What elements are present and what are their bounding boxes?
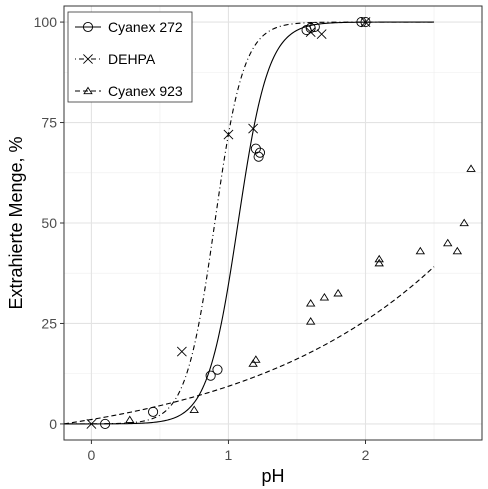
point-cyanex-923 bbox=[189, 405, 199, 413]
point-cyanex-923 bbox=[251, 355, 261, 363]
fit-curve-cyanex-923 bbox=[63, 266, 435, 425]
point-dehpa bbox=[305, 27, 316, 38]
point-cyanex-272 bbox=[309, 21, 320, 32]
point-cyanex-923 bbox=[459, 218, 469, 227]
point-cyanex-923 bbox=[319, 292, 330, 301]
point-cyanex-923 bbox=[466, 164, 476, 172]
x-axis-title: pH bbox=[261, 466, 284, 486]
legend: Cyanex 272 DEHPA Cyanex 923 bbox=[67, 11, 193, 103]
point-dehpa bbox=[360, 17, 371, 27]
legend-entry-cyanex-272: Cyanex 272 bbox=[75, 19, 183, 35]
legend-marker-dehpa bbox=[83, 54, 93, 64]
point-dehpa bbox=[86, 419, 97, 429]
point-cyanex-923 bbox=[374, 254, 384, 263]
point-dehpa bbox=[316, 29, 327, 40]
legend-marker-cyanex-923 bbox=[83, 86, 93, 95]
x-tick-label: 0 bbox=[88, 447, 96, 463]
legend-label-cyanex-272: Cyanex 272 bbox=[108, 19, 183, 35]
fit-curve-dehpa bbox=[64, 21, 435, 425]
y-tick-label: 25 bbox=[41, 315, 57, 331]
legend-marker-dehpa bbox=[83, 54, 93, 64]
legend-label-dehpa: DEHPA bbox=[108, 51, 156, 67]
point-cyanex-272 bbox=[100, 418, 111, 429]
point-cyanex-923 bbox=[305, 317, 316, 325]
point-dehpa bbox=[176, 346, 187, 357]
point-cyanex-272 bbox=[253, 151, 264, 162]
point-cyanex-923 bbox=[443, 238, 453, 247]
y-axis-title: Extrahierte Menge, % bbox=[6, 136, 26, 309]
fit-curves bbox=[63, 21, 435, 425]
legend-marker-cyanex-272 bbox=[82, 21, 94, 33]
point-cyanex-272 bbox=[360, 17, 371, 28]
point-cyanex-272 bbox=[254, 147, 266, 158]
legend-marker-cyanex-923 bbox=[83, 86, 93, 95]
point-dehpa bbox=[248, 123, 259, 134]
point-cyanex-923 bbox=[125, 415, 135, 424]
point-cyanex-272 bbox=[205, 370, 216, 381]
legend-entry-cyanex-923: Cyanex 923 bbox=[75, 83, 183, 99]
legend-marker-cyanex-272 bbox=[82, 21, 94, 33]
point-cyanex-272 bbox=[212, 364, 223, 375]
y-tick-label: 100 bbox=[34, 14, 58, 30]
y-tick-label: 75 bbox=[41, 115, 57, 131]
legend-entry-dehpa: DEHPA bbox=[75, 51, 156, 67]
y-tick-label: 50 bbox=[41, 215, 57, 231]
x-tick-label: 1 bbox=[225, 447, 233, 463]
point-cyanex-272 bbox=[148, 406, 159, 417]
x-tick-label: 2 bbox=[362, 447, 370, 463]
point-cyanex-923 bbox=[333, 288, 343, 297]
point-cyanex-923 bbox=[452, 246, 463, 255]
grid bbox=[64, 6, 482, 440]
point-cyanex-923 bbox=[305, 298, 316, 307]
point-cyanex-923 bbox=[415, 246, 426, 255]
data-points bbox=[86, 17, 476, 429]
point-cyanex-923 bbox=[248, 359, 258, 367]
point-cyanex-923 bbox=[374, 258, 384, 267]
legend-label-cyanex-923: Cyanex 923 bbox=[108, 83, 183, 99]
point-dehpa bbox=[223, 129, 234, 140]
y-tick-label: 0 bbox=[49, 416, 57, 432]
axis-ticks: 0 1 2 0 25 50 75 100 bbox=[34, 14, 370, 463]
